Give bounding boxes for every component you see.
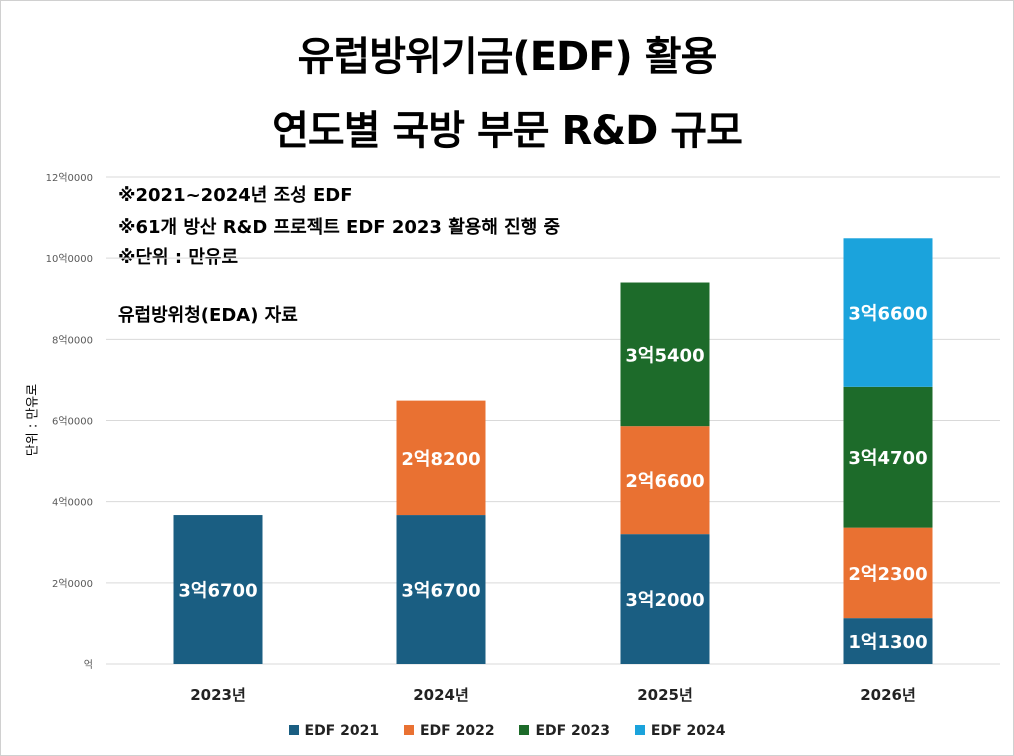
bar-value-labels: 3억6700 3억6700 2억8200 3억2000 2억6600 3억5400 1억13… (178, 304, 927, 654)
y-tick-label: 2억0000 (52, 578, 93, 590)
legend-swatch-edf-2023 (519, 725, 530, 735)
bar-value-label: 3억2000 (625, 590, 704, 611)
legend: EDF 2021 EDF 2022 EDF 2023 EDF 2024 (0, 723, 1014, 739)
bar-value-label: 2억6600 (625, 471, 704, 492)
bar-segment (620, 282, 710, 427)
bar-segment (620, 426, 710, 535)
y-tick-label: 12억0000 (46, 172, 93, 184)
y-tick-label: 4억0000 (52, 497, 93, 509)
bar-value-label: 2억8200 (401, 449, 480, 470)
legend-label-edf-2024: EDF 2024 (650, 723, 726, 739)
legend-swatch-edf-2022 (403, 725, 414, 735)
note-unit: ※단위 : 만유로 (118, 247, 239, 268)
legend-label-edf-2023: EDF 2023 (535, 723, 611, 739)
legend-swatch-edf-2024 (634, 725, 645, 735)
x-tick-label: 2024년 (413, 686, 469, 704)
bar-segment (843, 238, 933, 387)
legend-label-edf-2022: EDF 2022 (419, 723, 495, 739)
bar-value-label: 2억2300 (848, 564, 927, 585)
x-tick-label: 2026년 (860, 686, 916, 704)
source-note: 유럽방위청(EDA) 자료 (118, 305, 298, 326)
bar-segment (173, 515, 263, 664)
bar-value-label: 3억6700 (401, 581, 480, 602)
legend-item-edf-2021: EDF 2021 (288, 723, 380, 739)
note-projects: ※61개 방산 R&D 프로젝트 EDF 2023 활용해 진행 중 (118, 217, 561, 238)
legend-item-edf-2023: EDF 2023 (519, 723, 610, 739)
legend-item-edf-2024: EDF 2024 (634, 723, 726, 739)
bar-segment (843, 527, 933, 619)
chart-title-line-1: 유럽방위기금(EDF) 활용 (297, 34, 718, 80)
bar-segment (620, 534, 710, 664)
bar-value-label: 3억5400 (625, 345, 704, 366)
y-tick-label: 10억0000 (46, 253, 93, 265)
y-tick-label: 억 (84, 659, 93, 671)
bar-value-label: 3억6600 (848, 304, 927, 325)
bar-segment (843, 386, 933, 528)
y-tick-labels: 억 2억0000 4억0000 6억0000 8억0000 10억0000 12억0000 (46, 172, 93, 671)
y-tick-label: 6억0000 (52, 416, 93, 428)
legend-item-edf-2022: EDF 2022 (403, 723, 495, 739)
bar-segment (396, 515, 486, 664)
x-tick-label: 2023년 (190, 686, 246, 704)
chart-title-line-2: 연도별 국방 부문 R&D 규모 (272, 108, 743, 154)
legend-label-edf-2021: EDF 2021 (304, 723, 380, 739)
note-period: ※2021~2024년 조성 EDF (118, 185, 353, 206)
legend-swatch-edf-2021 (288, 725, 299, 735)
x-tick-labels: 2023년 2024년 2025년 2026년 (190, 686, 916, 704)
x-tick-label: 2025년 (637, 686, 693, 704)
bar-value-label: 3억6700 (178, 581, 257, 602)
bar-value-label: 3억4700 (848, 448, 927, 469)
y-tick-label: 8억0000 (52, 334, 93, 346)
bar-value-label: 1억1300 (848, 632, 927, 653)
bar-segment (843, 618, 933, 664)
bar-segment (396, 400, 486, 516)
bars (173, 238, 933, 664)
